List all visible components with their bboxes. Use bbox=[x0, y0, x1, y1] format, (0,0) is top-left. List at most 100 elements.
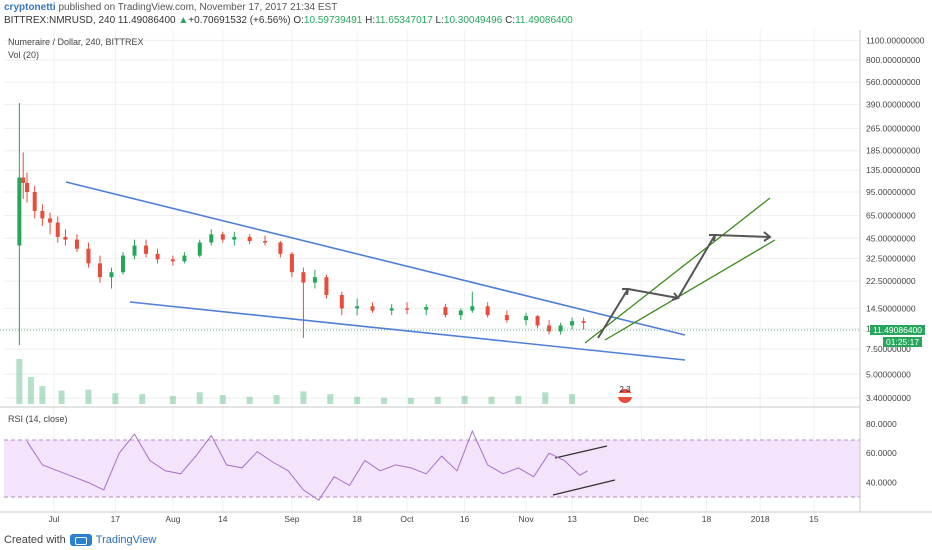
candle-body bbox=[389, 308, 394, 311]
rsi-band-fill bbox=[4, 440, 860, 497]
open-value: 10.59739491 bbox=[303, 15, 363, 26]
main-pane-title: Numeraire / Dollar, 240, BITTREX bbox=[8, 37, 144, 47]
time-tick-label: 15 bbox=[809, 514, 819, 524]
time-tick-label: 16 bbox=[460, 514, 470, 524]
candle-body bbox=[32, 192, 37, 211]
time-tick-label: 18 bbox=[702, 514, 712, 524]
time-tick-label: Oct bbox=[400, 514, 414, 524]
candle-body bbox=[40, 210, 45, 219]
arrow-head-2 bbox=[671, 292, 680, 301]
tradingview-brand[interactable]: TradingView bbox=[95, 534, 157, 546]
candle-body bbox=[443, 307, 448, 316]
time-tick-label: 2018 bbox=[751, 514, 770, 524]
candle-body bbox=[232, 236, 237, 240]
published-text: published on TradingView.com, November 1… bbox=[58, 2, 338, 13]
author-link[interactable]: cryptonetti bbox=[4, 2, 56, 13]
candle-body bbox=[86, 248, 91, 264]
volume-bar bbox=[488, 396, 495, 404]
arrow-head-1 bbox=[622, 288, 630, 296]
rsi-axis-ticks: 80.0000 60.0000 40.0000 bbox=[866, 419, 897, 488]
publish-line: cryptonetti published on TradingView.com… bbox=[4, 2, 337, 13]
price-tick-label: 7.50000000 bbox=[866, 344, 911, 354]
high-label: H: bbox=[365, 15, 376, 26]
candle-body bbox=[21, 177, 26, 183]
volume-bar bbox=[273, 395, 280, 404]
candle-body bbox=[263, 241, 268, 243]
candle-body bbox=[355, 306, 360, 309]
candle-body bbox=[470, 306, 475, 311]
volume-bar bbox=[569, 394, 576, 404]
price-tick-label: 800.00000000 bbox=[866, 55, 921, 65]
rsi-divergence-lower bbox=[552, 479, 616, 496]
created-text: Created with bbox=[4, 534, 66, 546]
high-value: 11.65347017 bbox=[375, 15, 433, 26]
candle-body bbox=[289, 253, 294, 273]
close-value: 11.49086400 bbox=[515, 15, 573, 26]
candle-body bbox=[197, 242, 202, 256]
price-tick-label: 32.50000000 bbox=[866, 253, 916, 263]
candle-body bbox=[182, 255, 187, 262]
candle-body bbox=[170, 259, 175, 262]
upper-wedge-line bbox=[65, 181, 686, 336]
time-axis-ticks: Jul 17 Aug 14 Sep 18 Oct 16 Nov 13 Dec 18 2018 15 bbox=[48, 514, 818, 524]
price-tick-label: 22.50000000 bbox=[866, 276, 916, 286]
candle-body bbox=[301, 272, 306, 283]
arrow-head-4 bbox=[763, 231, 772, 242]
change-up-icon: ▲ bbox=[178, 15, 189, 26]
time-tick-label: Aug bbox=[165, 514, 180, 524]
channel-upper-line bbox=[584, 197, 771, 344]
candle-body bbox=[247, 236, 252, 242]
events-icon[interactable]: 2 3 bbox=[618, 385, 632, 403]
candle-body bbox=[424, 307, 429, 310]
rsi-tick-label: 40.0000 bbox=[866, 478, 897, 488]
volume-bar bbox=[381, 397, 388, 404]
footer: Created with TradingView bbox=[4, 531, 156, 549]
low-value: 10.30049496 bbox=[443, 15, 503, 26]
chart-canvas[interactable]: 1100.00000000 800.00000000 560.00000000 390… bbox=[0, 30, 932, 530]
lower-wedge-line bbox=[129, 301, 686, 361]
volume-bar bbox=[58, 390, 65, 404]
close-label: C: bbox=[505, 15, 516, 26]
candle-body bbox=[209, 234, 214, 243]
candle-body bbox=[570, 321, 575, 326]
candle-body bbox=[220, 234, 225, 240]
volume-bar bbox=[169, 395, 176, 404]
time-tick-label: Nov bbox=[518, 514, 534, 524]
candle-body bbox=[48, 218, 53, 223]
rsi-pane-title: RSI (14, close) bbox=[8, 414, 68, 424]
countdown-badge: 01:25:17 bbox=[883, 337, 923, 347]
candle-body bbox=[324, 277, 329, 295]
volume-bar bbox=[139, 394, 146, 404]
candle-body bbox=[109, 272, 114, 278]
volume-bar bbox=[85, 389, 92, 404]
rsi-tick-label: 60.0000 bbox=[866, 448, 897, 458]
volume-bar bbox=[515, 395, 522, 404]
volume-bar bbox=[27, 377, 34, 404]
volume-bar bbox=[112, 393, 119, 404]
rsi-line bbox=[26, 429, 588, 501]
candle-body bbox=[535, 316, 540, 326]
volume-bar bbox=[196, 392, 203, 404]
candle-body bbox=[504, 315, 509, 321]
candle-body bbox=[278, 242, 283, 254]
candle-body bbox=[458, 310, 463, 316]
last-price: 11.49086400 bbox=[117, 15, 176, 26]
candle-body bbox=[405, 308, 410, 310]
candle-body bbox=[97, 263, 102, 278]
candle-body bbox=[144, 245, 149, 254]
trend-drawings bbox=[65, 181, 776, 496]
candle-body bbox=[581, 321, 586, 323]
price-tick-label: 560.00000000 bbox=[866, 77, 921, 87]
volume-bar bbox=[407, 397, 414, 404]
time-tick-label: 13 bbox=[567, 514, 577, 524]
candle-body bbox=[370, 306, 375, 311]
tradingview-logo-icon bbox=[69, 534, 92, 546]
candlestick-series bbox=[17, 103, 586, 346]
candle-body bbox=[63, 236, 68, 240]
candle-body bbox=[155, 253, 160, 260]
candle-body bbox=[524, 316, 529, 321]
volume-bar bbox=[300, 391, 307, 404]
volume-pane-title: Vol (20) bbox=[8, 50, 40, 60]
low-label: L: bbox=[435, 15, 444, 26]
volume-bar bbox=[461, 395, 468, 404]
